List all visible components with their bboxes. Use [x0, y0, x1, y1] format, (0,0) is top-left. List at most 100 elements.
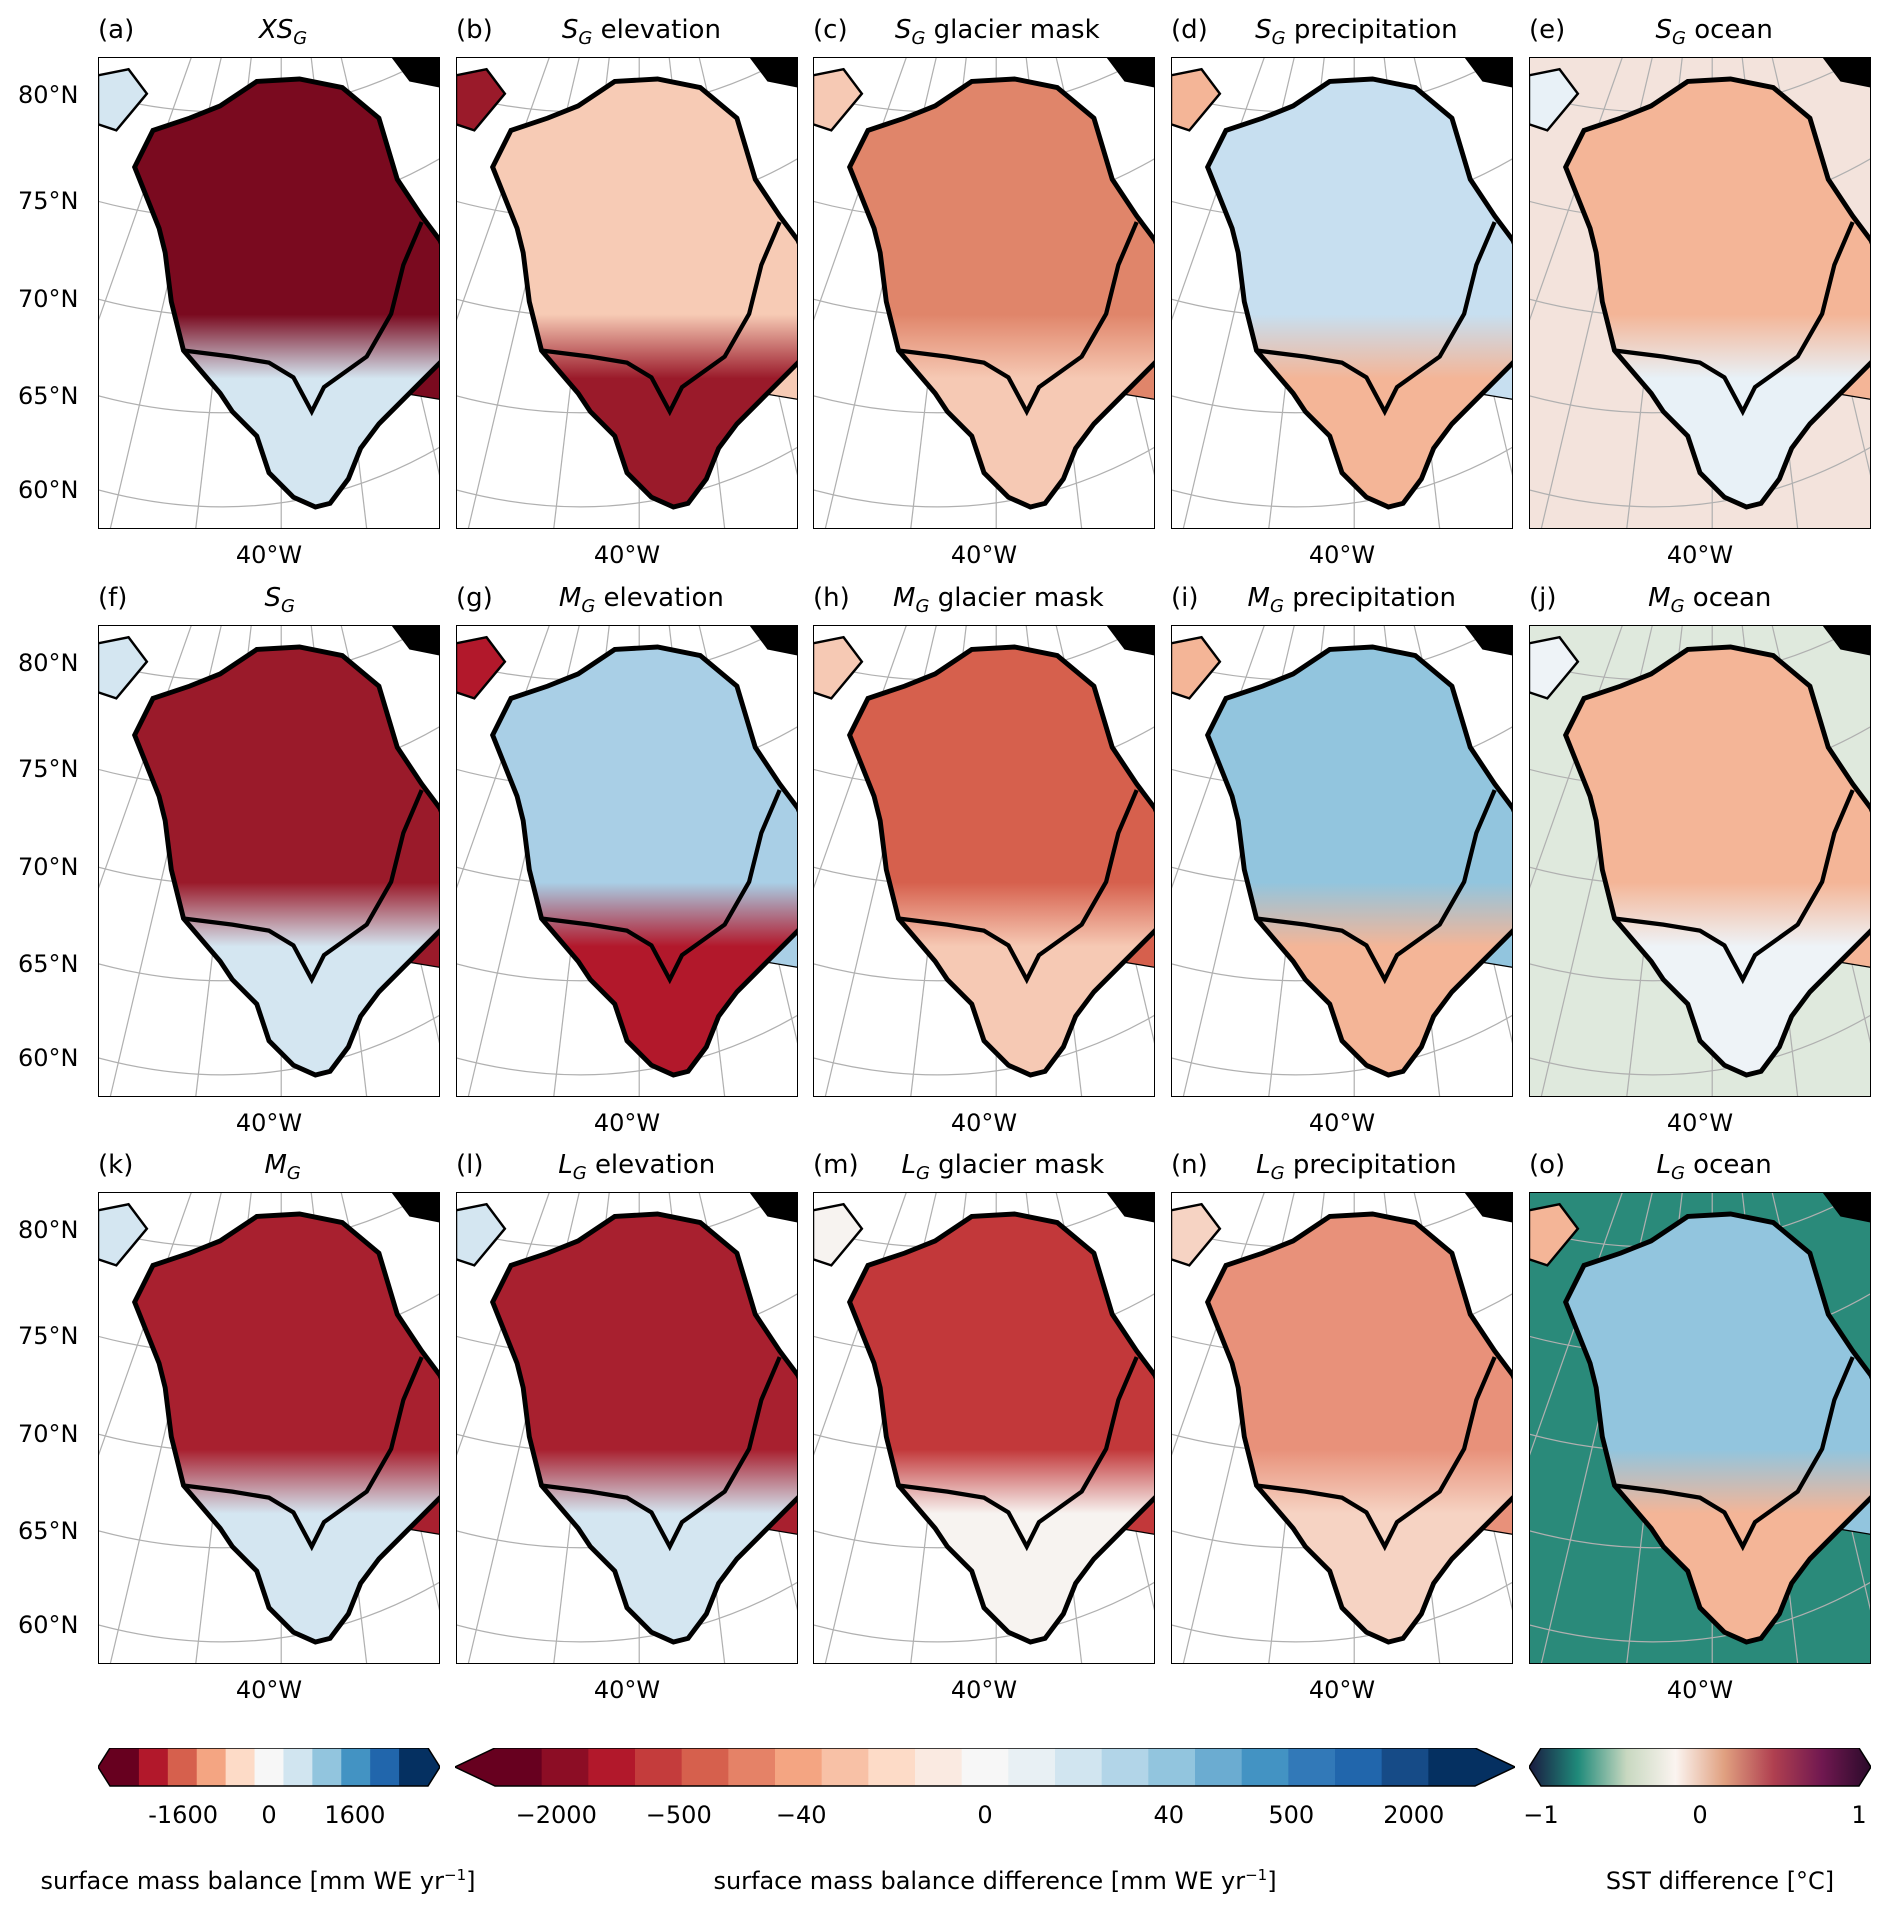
title-text: ocean: [1694, 15, 1773, 45]
panel-header: (l) LG elevation: [456, 1150, 798, 1184]
basin-boundary: [541, 1356, 782, 1552]
greenland-ice-sheet: [1204, 1211, 1513, 1645]
lat-label: 75°N: [18, 187, 79, 215]
colorbar-segment: [821, 1748, 869, 1786]
lon-label: 40°W: [235, 1676, 303, 1704]
lat-label: 80°N: [18, 1216, 79, 1244]
panel-label: (c): [813, 15, 848, 45]
colorbar-label: surface mass balance difference [mm WE y…: [713, 1866, 1276, 1895]
panel-title: SG elevation: [505, 15, 798, 49]
panel-header: (k) MG: [98, 1150, 440, 1184]
map-panel: (i) MG precipitation 40°W: [1171, 583, 1513, 1137]
map-panel: (g) MG elevation 40°W: [456, 583, 798, 1137]
ellesmere-island: [98, 67, 149, 132]
basin-boundary: [1256, 1356, 1497, 1552]
greenland-ice-sheet: [846, 644, 1155, 1078]
greenland-ice-sheet: [1204, 76, 1513, 510]
svalbard: [391, 1192, 440, 1223]
colorbar-tick-label: -1600: [148, 1801, 218, 1829]
panel-label: (i): [1171, 583, 1199, 613]
label-text: surface mass balance [mm WE yr: [40, 1867, 445, 1895]
title-var: LG: [901, 1150, 929, 1184]
greenland-map: [1529, 1192, 1871, 1664]
svalbard: [1822, 1192, 1871, 1223]
colorbar-segment: [681, 1748, 729, 1786]
ellesmere-island: [98, 635, 149, 700]
panel-label: (f): [98, 583, 128, 613]
title-var-letter: S: [1255, 15, 1272, 45]
title-subscript: G: [915, 596, 930, 618]
panel-header: (g) MG elevation: [456, 583, 798, 617]
label-end: ]: [1267, 1867, 1277, 1895]
ellesmere-island: [456, 635, 507, 700]
greenland-map: [1171, 625, 1513, 1097]
colorbar: [98, 1748, 440, 1787]
ellesmere-island: [1171, 1202, 1222, 1267]
greenland-map: [98, 57, 440, 529]
title-text: glacier mask: [933, 15, 1100, 45]
svalbard: [1106, 57, 1155, 88]
panel-label: (l): [456, 1150, 484, 1180]
ellesmere-island: [1171, 67, 1222, 132]
colorbar-tick-label: −40: [775, 1801, 827, 1829]
ellesmere-island: [98, 1202, 149, 1267]
colorbar-tick-label: 0: [1692, 1801, 1708, 1829]
colorbar-segment: [635, 1748, 683, 1786]
title-var: SG: [1655, 15, 1685, 49]
basin-boundary: [1614, 789, 1855, 985]
ellesmere-island: [1529, 1202, 1580, 1267]
lat-label: 70°N: [18, 853, 79, 881]
map-panel: (l) LG elevation 40°W: [456, 1150, 798, 1704]
colorbar: [455, 1748, 1515, 1787]
colorbar-segment: [1335, 1748, 1383, 1786]
panel-label: (a): [98, 15, 135, 45]
svalbard: [749, 1192, 798, 1223]
title-text: glacier mask: [938, 1150, 1105, 1180]
panel-header: (b) SG elevation: [456, 15, 798, 49]
colorbar: [1529, 1748, 1871, 1787]
title-text: glacier mask: [937, 583, 1104, 613]
label-sup: −1: [1245, 1866, 1268, 1884]
title-var-letter: S: [561, 15, 579, 45]
title-subscript: G: [581, 596, 596, 618]
map-panel: (e) SG ocean 40°W: [1529, 15, 1871, 569]
panel-header: (i) MG precipitation: [1171, 583, 1513, 617]
colorbar-segment: [1101, 1748, 1149, 1786]
title-subscript: G: [915, 1163, 930, 1185]
title-text: ocean: [1692, 583, 1772, 613]
greenland-map: [98, 625, 440, 1097]
greenland-map: [456, 625, 798, 1097]
colorbar-tick-label: −500: [645, 1801, 712, 1829]
lon-label: 40°W: [1308, 1109, 1376, 1137]
panel-header: (m) LG glacier mask: [813, 1150, 1155, 1184]
greenland-map: [813, 625, 1155, 1097]
colorbar-segment: [868, 1748, 916, 1786]
panel-header: (j) MG ocean: [1529, 583, 1871, 617]
colorbar-tick-label: 2000: [1383, 1801, 1445, 1829]
colorbar-segment: [110, 1748, 140, 1786]
title-var-letter: L: [1656, 1150, 1671, 1180]
colorbar-segment: [1148, 1748, 1196, 1786]
lon-label: 40°W: [1308, 1676, 1376, 1704]
colorbar-segment: [167, 1748, 198, 1786]
greenland-map: [813, 57, 1155, 529]
title-text: ocean: [1693, 1150, 1772, 1180]
colorbar-segment: [399, 1748, 429, 1786]
title-text: precipitation: [1293, 15, 1458, 45]
basin-boundary: [183, 221, 424, 417]
greenland-map: [1171, 57, 1513, 529]
panel-label: (n): [1171, 1150, 1208, 1180]
greenland-ice-sheet: [846, 1211, 1155, 1645]
panel-header: (e) SG ocean: [1529, 15, 1871, 49]
title-var-letter: S: [1655, 15, 1672, 45]
title-var-letter: M: [1648, 583, 1671, 613]
lon-label: 40°W: [1666, 541, 1734, 569]
greenland-ice-sheet: [131, 76, 440, 510]
map-panel: (f) SG 40°W: [98, 583, 440, 1137]
greenland-map: [456, 1192, 798, 1664]
svalbard: [1106, 625, 1155, 656]
basin-boundary: [1614, 221, 1855, 417]
ellesmere-island: [456, 67, 507, 132]
title-subscript: G: [286, 1163, 301, 1185]
basin-boundary: [1256, 789, 1497, 985]
